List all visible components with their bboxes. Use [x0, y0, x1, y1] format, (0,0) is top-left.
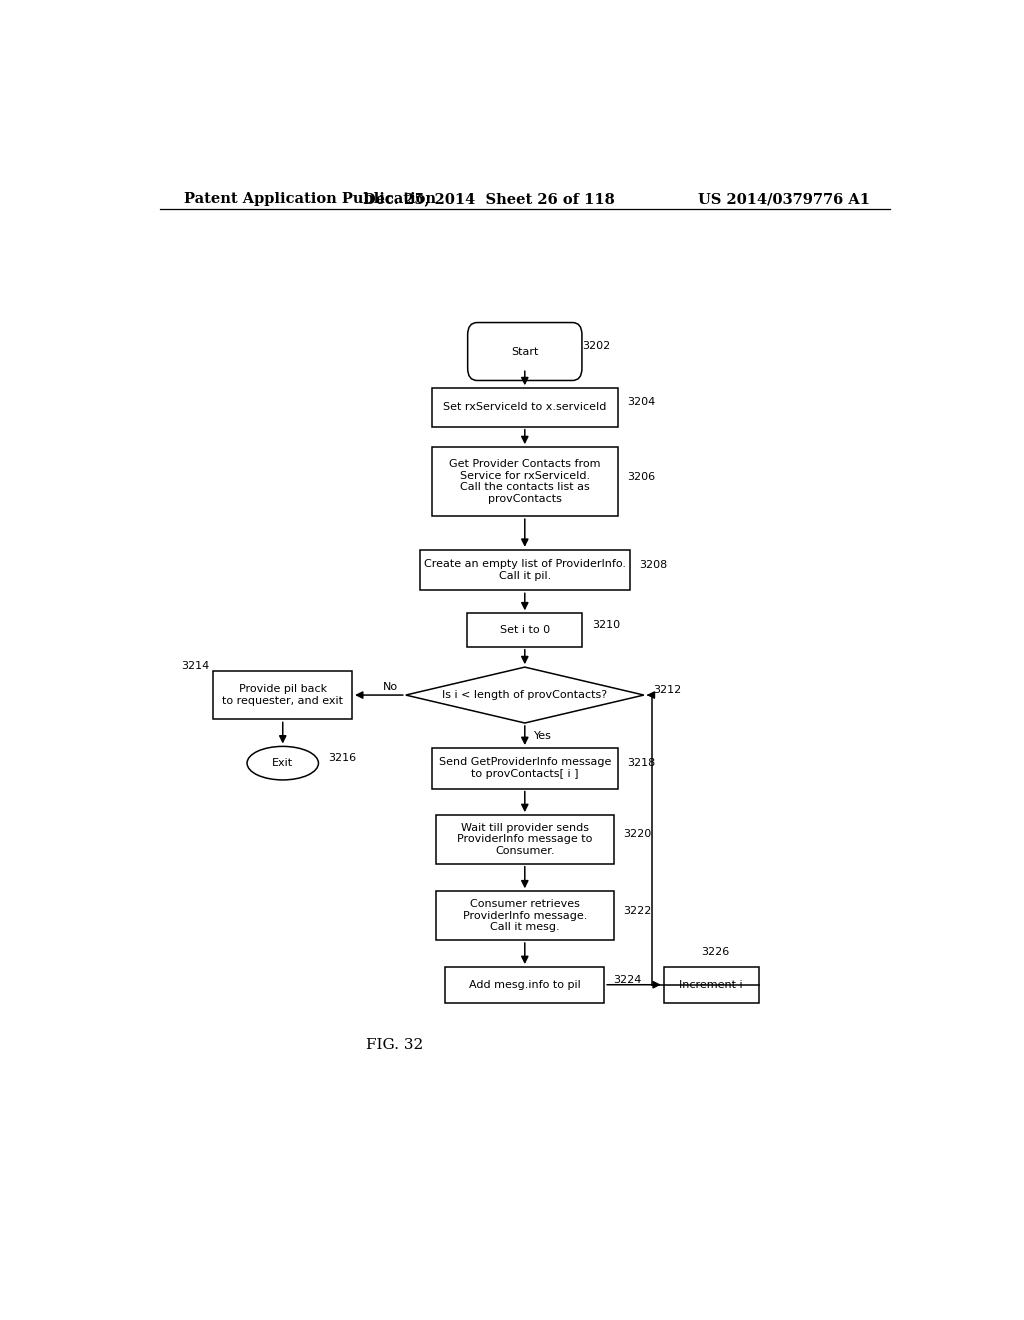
Text: 3210: 3210 [592, 620, 620, 630]
FancyBboxPatch shape [431, 748, 618, 788]
Text: Yes: Yes [535, 731, 552, 741]
Ellipse shape [247, 746, 318, 780]
Text: Wait till provider sends
ProviderInfo message to
Consumer.: Wait till provider sends ProviderInfo me… [457, 822, 593, 855]
Text: 3224: 3224 [613, 974, 642, 985]
Text: 3204: 3204 [628, 397, 655, 408]
Text: 3220: 3220 [624, 829, 652, 840]
Polygon shape [406, 667, 644, 723]
Text: Patent Application Publication: Patent Application Publication [183, 191, 435, 206]
Text: 3216: 3216 [328, 754, 356, 763]
FancyBboxPatch shape [435, 891, 614, 940]
FancyBboxPatch shape [468, 322, 582, 380]
Text: 3214: 3214 [181, 660, 209, 671]
FancyBboxPatch shape [213, 671, 352, 719]
Text: 3212: 3212 [653, 685, 682, 694]
Text: 3202: 3202 [582, 342, 610, 351]
Text: No: No [383, 682, 397, 692]
Text: Send GetProviderInfo message
to provContacts[ i ]: Send GetProviderInfo message to provCont… [438, 758, 611, 779]
Text: Add mesg.info to pil: Add mesg.info to pil [469, 979, 581, 990]
Text: Set rxServiceId to x.serviceId: Set rxServiceId to x.serviceId [443, 403, 606, 412]
Text: 3208: 3208 [639, 560, 668, 570]
Text: Create an empty list of ProviderInfo.
Call it pil.: Create an empty list of ProviderInfo. Ca… [424, 560, 626, 581]
Text: Consumer retrieves
ProviderInfo message.
Call it mesg.: Consumer retrieves ProviderInfo message.… [463, 899, 587, 932]
Text: Is i < length of provContacts?: Is i < length of provContacts? [442, 690, 607, 700]
Text: Exit: Exit [272, 758, 293, 768]
Text: 3218: 3218 [628, 758, 655, 768]
Text: 3206: 3206 [628, 471, 655, 482]
Text: Provide pil back
to requester, and exit: Provide pil back to requester, and exit [222, 684, 343, 706]
Text: Get Provider Contacts from
Service for rxServiceId.
Call the contacts list as
pr: Get Provider Contacts from Service for r… [450, 459, 600, 504]
FancyBboxPatch shape [664, 968, 759, 1002]
Text: Dec. 25, 2014  Sheet 26 of 118: Dec. 25, 2014 Sheet 26 of 118 [364, 191, 615, 206]
Text: Increment i: Increment i [680, 979, 743, 990]
FancyBboxPatch shape [435, 814, 614, 863]
FancyBboxPatch shape [431, 388, 618, 426]
Text: Start: Start [511, 347, 539, 356]
FancyBboxPatch shape [445, 968, 604, 1002]
Text: Set i to 0: Set i to 0 [500, 624, 550, 635]
Text: 3226: 3226 [701, 946, 729, 957]
FancyBboxPatch shape [431, 447, 618, 516]
Text: US 2014/0379776 A1: US 2014/0379776 A1 [698, 191, 870, 206]
FancyBboxPatch shape [467, 614, 583, 647]
Text: FIG. 32: FIG. 32 [367, 1038, 423, 1052]
FancyBboxPatch shape [420, 549, 630, 590]
Text: 3222: 3222 [624, 906, 652, 916]
